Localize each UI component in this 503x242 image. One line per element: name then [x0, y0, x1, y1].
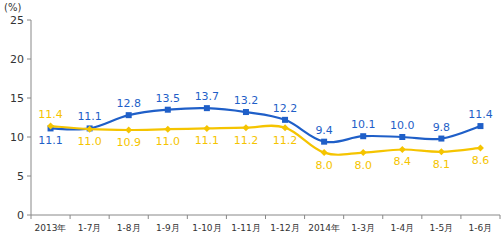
- data-label: 13.2: [234, 94, 259, 107]
- x-tick-label: 2013年: [35, 223, 67, 233]
- data-label: 11.2: [273, 134, 298, 147]
- y-tick-label: 20: [10, 53, 24, 66]
- marker: [399, 146, 406, 153]
- data-label: 11.1: [77, 110, 102, 123]
- chart-svg: (%) 0 5 10 15 20 25 2013年 1-7月 1-8月 1-9月 1-10月 1-11月…: [0, 0, 503, 242]
- x-tick: [148, 215, 149, 219]
- y-tick: [27, 137, 31, 138]
- x-tick-label: 1-4月: [390, 223, 414, 233]
- data-label: 11.1: [38, 134, 63, 147]
- data-label: 12.2: [273, 102, 298, 115]
- marker: [242, 124, 249, 131]
- x-tick-label: 1-7月: [78, 223, 102, 233]
- x-tick: [70, 215, 71, 219]
- data-label: 13.7: [195, 90, 220, 103]
- data-label: 11.0: [156, 135, 181, 148]
- data-labels: 11.1 11.1 12.8 13.5 13.7 13.2 12.2 9.4 10.1 10.0 9…: [38, 90, 492, 171]
- x-tick-label: 1-6月: [469, 223, 493, 233]
- x-tick-label: 1-8月: [117, 223, 141, 233]
- data-label: 8.6: [472, 154, 490, 167]
- data-label: 11.2: [234, 134, 259, 147]
- marker: [321, 139, 327, 145]
- chart-container: (%) 0 5 10 15 20 25 2013年 1-7月 1-8月 1-9月 1-10月 1-11月…: [0, 0, 503, 242]
- marker: [204, 105, 210, 111]
- y-tick-label: 5: [17, 170, 24, 183]
- marker: [360, 133, 366, 139]
- marker: [399, 134, 405, 140]
- marker: [438, 136, 444, 142]
- y-tick: [27, 215, 31, 216]
- data-label: 8.4: [394, 155, 412, 168]
- marker: [203, 125, 210, 132]
- marker: [282, 117, 288, 123]
- x-tick-label: 1-9月: [156, 223, 180, 233]
- data-label: 13.5: [156, 92, 181, 105]
- data-label: 9.8: [433, 121, 451, 134]
- x-tick: [265, 215, 266, 219]
- data-label: 8.1: [433, 158, 451, 171]
- data-label: 8.0: [354, 159, 372, 172]
- y-tick-label: 15: [10, 92, 24, 105]
- y-axis-label: (%): [4, 2, 21, 13]
- data-label: 10.0: [390, 119, 415, 132]
- y-tick: [27, 98, 31, 99]
- data-label: 11.0: [77, 135, 102, 148]
- x-tick-label: 1-5月: [430, 223, 454, 233]
- x-tick-label: 1-12月: [270, 223, 299, 233]
- x-tick-label: 1-3月: [351, 223, 375, 233]
- x-tick: [382, 215, 383, 219]
- data-label: 12.8: [116, 97, 141, 110]
- y-tick: [27, 59, 31, 60]
- plot-area: [47, 105, 484, 156]
- marker: [164, 126, 171, 133]
- x-tick-label: 1-10月: [192, 223, 221, 233]
- marker: [321, 149, 328, 156]
- x-tick: [500, 215, 501, 219]
- marker: [165, 107, 171, 113]
- marker: [477, 123, 483, 129]
- y-tick: [27, 176, 31, 177]
- x-tick: [460, 215, 461, 219]
- y-axis: [31, 20, 32, 215]
- marker: [47, 123, 54, 130]
- marker: [126, 112, 132, 118]
- data-label: 8.0: [315, 159, 333, 172]
- x-tick: [109, 215, 110, 219]
- y-tick-label: 0: [17, 209, 24, 222]
- y-tick-label: 25: [10, 14, 24, 27]
- data-label: 11.4: [468, 108, 493, 121]
- x-tick: [421, 215, 422, 219]
- marker: [282, 124, 289, 131]
- data-label: 9.4: [315, 124, 333, 137]
- x-tick: [187, 215, 188, 219]
- x-tick: [226, 215, 227, 219]
- data-label: 10.9: [116, 136, 141, 149]
- series-line: [51, 126, 481, 155]
- x-tick: [304, 215, 305, 219]
- marker: [477, 144, 484, 151]
- y-tick-label: 10: [10, 131, 24, 144]
- data-label: 11.1: [195, 134, 220, 147]
- marker: [360, 149, 367, 156]
- y-tick: [27, 20, 31, 21]
- marker: [125, 126, 132, 133]
- marker: [438, 148, 445, 155]
- marker: [243, 109, 249, 115]
- marker: [86, 126, 93, 133]
- x-tick-label: 1-11月: [231, 223, 260, 233]
- x-tick: [343, 215, 344, 219]
- data-label: 11.4: [38, 108, 63, 121]
- x-tick-label: 2014年: [308, 223, 340, 233]
- x-tick: [31, 215, 32, 219]
- data-label: 10.1: [351, 118, 376, 131]
